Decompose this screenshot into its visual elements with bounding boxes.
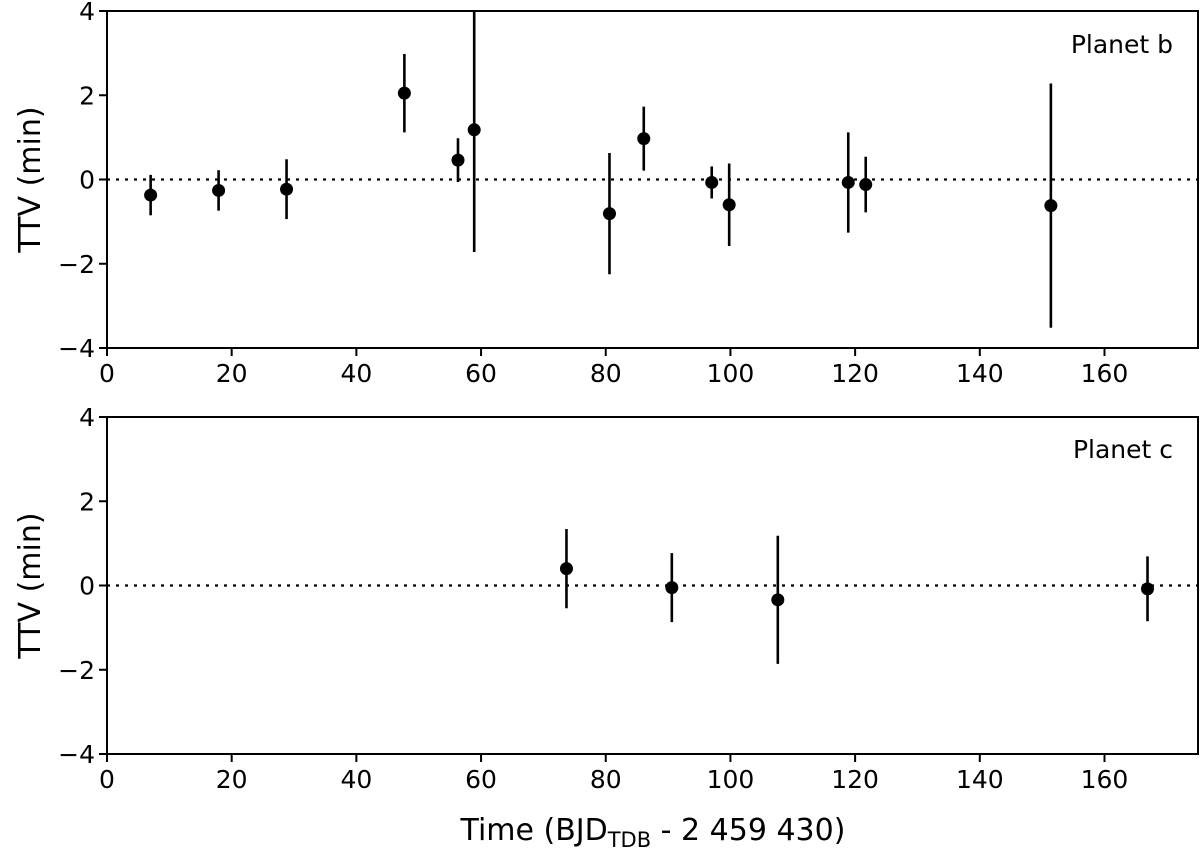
x-tick-label: 100: [707, 765, 755, 794]
data-points: [559, 529, 1155, 664]
y-axis-label: TTV (min): [13, 106, 48, 253]
data-point: [144, 188, 158, 202]
x-axis-ticks: 0 20 40 60 80 100 120 140 160: [99, 348, 1128, 388]
y-tick-label: 4: [79, 403, 95, 432]
data-point: [602, 207, 616, 221]
data-point: [771, 593, 785, 607]
data-point: [1044, 199, 1058, 213]
data-point: [280, 182, 294, 196]
x-tick-label: 20: [216, 765, 248, 794]
data-point: [559, 562, 573, 576]
x-tick-label: 20: [216, 359, 248, 388]
y-tick-label: 2: [79, 81, 95, 110]
data-point: [397, 86, 411, 100]
x-tick-label: 140: [956, 359, 1004, 388]
data-point: [722, 198, 736, 212]
x-tick-label: 0: [99, 359, 115, 388]
data-point: [637, 132, 651, 146]
y-tick-label: 0: [79, 166, 95, 195]
x-axis-label: Time (BJDTDB - 2 459 430): [460, 813, 846, 848]
x-axis-label-main: Time (BJD: [460, 813, 608, 848]
x-tick-label: 40: [340, 359, 372, 388]
x-axis-label-subscript: TDB: [607, 828, 651, 848]
x-tick-label: 120: [831, 765, 879, 794]
y-axis-ticks: −4 −2 0 2 4: [58, 0, 107, 363]
y-tick-label: −2: [58, 656, 95, 685]
data-point: [841, 175, 855, 189]
data-point: [665, 581, 679, 595]
y-tick-label: 0: [79, 572, 95, 601]
y-tick-label: −4: [58, 740, 95, 769]
x-tick-label: 0: [99, 765, 115, 794]
x-tick-label: 120: [831, 359, 879, 388]
x-axis-ticks: 0 20 40 60 80 100 120 140 160: [99, 754, 1128, 794]
data-point: [467, 123, 481, 137]
y-tick-label: 4: [79, 0, 95, 26]
y-tick-label: 2: [79, 487, 95, 516]
data-point: [705, 175, 719, 189]
x-tick-label: 160: [1081, 765, 1129, 794]
panel-annotation: Planet b: [1071, 30, 1173, 59]
x-axis-label-tail: - 2 459 430): [651, 813, 845, 848]
x-tick-label: 160: [1081, 359, 1129, 388]
x-tick-label: 40: [340, 765, 372, 794]
x-tick-label: 60: [465, 765, 497, 794]
x-tick-label: 80: [590, 765, 622, 794]
data-point: [212, 183, 226, 197]
data-point: [859, 178, 873, 192]
y-tick-label: −2: [58, 250, 95, 279]
y-axis-ticks: −4 −2 0 2 4: [58, 403, 107, 769]
x-tick-label: 100: [707, 359, 755, 388]
x-tick-label: 80: [590, 359, 622, 388]
y-tick-label: −4: [58, 334, 95, 363]
y-axis-label: TTV (min): [13, 512, 48, 659]
data-point: [1141, 582, 1155, 596]
data-point: [451, 153, 465, 167]
x-tick-label: 60: [465, 359, 497, 388]
x-tick-label: 140: [956, 765, 1004, 794]
data-points: [144, 11, 1058, 328]
panel-annotation: Planet c: [1073, 435, 1173, 464]
